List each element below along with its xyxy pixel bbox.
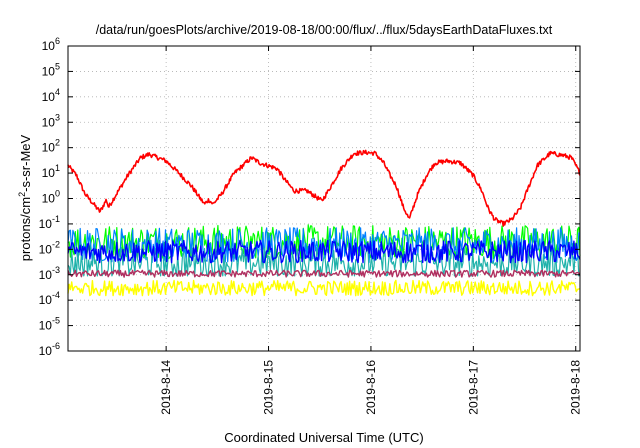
x-tick-label: 2019-8-15 <box>262 360 276 415</box>
y-tick-label: 10-1 <box>39 214 60 231</box>
x-tick-label: 2019-8-14 <box>159 360 173 415</box>
y-tick-label: 101 <box>42 163 60 180</box>
y-tick-label: 10-6 <box>39 341 60 358</box>
y-tick-label: 10-2 <box>39 239 60 256</box>
series-line-6 <box>67 269 581 278</box>
y-tick-label: 105 <box>42 61 60 78</box>
y-tick-label: 10-4 <box>39 290 60 307</box>
y-tick-label: 10-5 <box>39 316 60 333</box>
y-tick-label: 103 <box>42 112 60 129</box>
plot-area <box>67 149 581 297</box>
x-tick-label: 2019-8-17 <box>466 360 480 415</box>
series-line-7 <box>67 279 581 297</box>
y-axis-label-tail: -s-sr-MeV <box>18 134 33 191</box>
y-tick-label: 102 <box>42 138 60 155</box>
y-axis-label: protons/cm2-s-sr-MeV <box>17 134 33 261</box>
series-line-5 <box>67 239 581 264</box>
y-axis-label-main: protons/cm <box>18 197 33 261</box>
x-axis: 2019-8-14 2019-8-15 2019-8-16 2019-8-17 2019… <box>159 46 583 415</box>
x-tick-label: 2019-8-18 <box>569 360 583 415</box>
y-tick-label: 100 <box>42 189 60 206</box>
x-tick-label: 2019-8-16 <box>364 360 378 415</box>
chart-title: /data/run/goesPlots/archive/2019-08-18/0… <box>96 23 553 37</box>
series-line-1 <box>67 149 581 227</box>
y-tick-label: 104 <box>42 87 60 104</box>
y-axis: 10-6 10-5 10-4 10-3 10-2 10-1 100 101 102 103 104 1… <box>39 36 580 358</box>
y-tick-label: 10-3 <box>39 265 60 282</box>
x-axis-label: Coordinated Universal Time (UTC) <box>224 430 423 445</box>
y-axis-label-sup: 2 <box>17 192 27 197</box>
y-tick-label: 106 <box>42 36 60 53</box>
